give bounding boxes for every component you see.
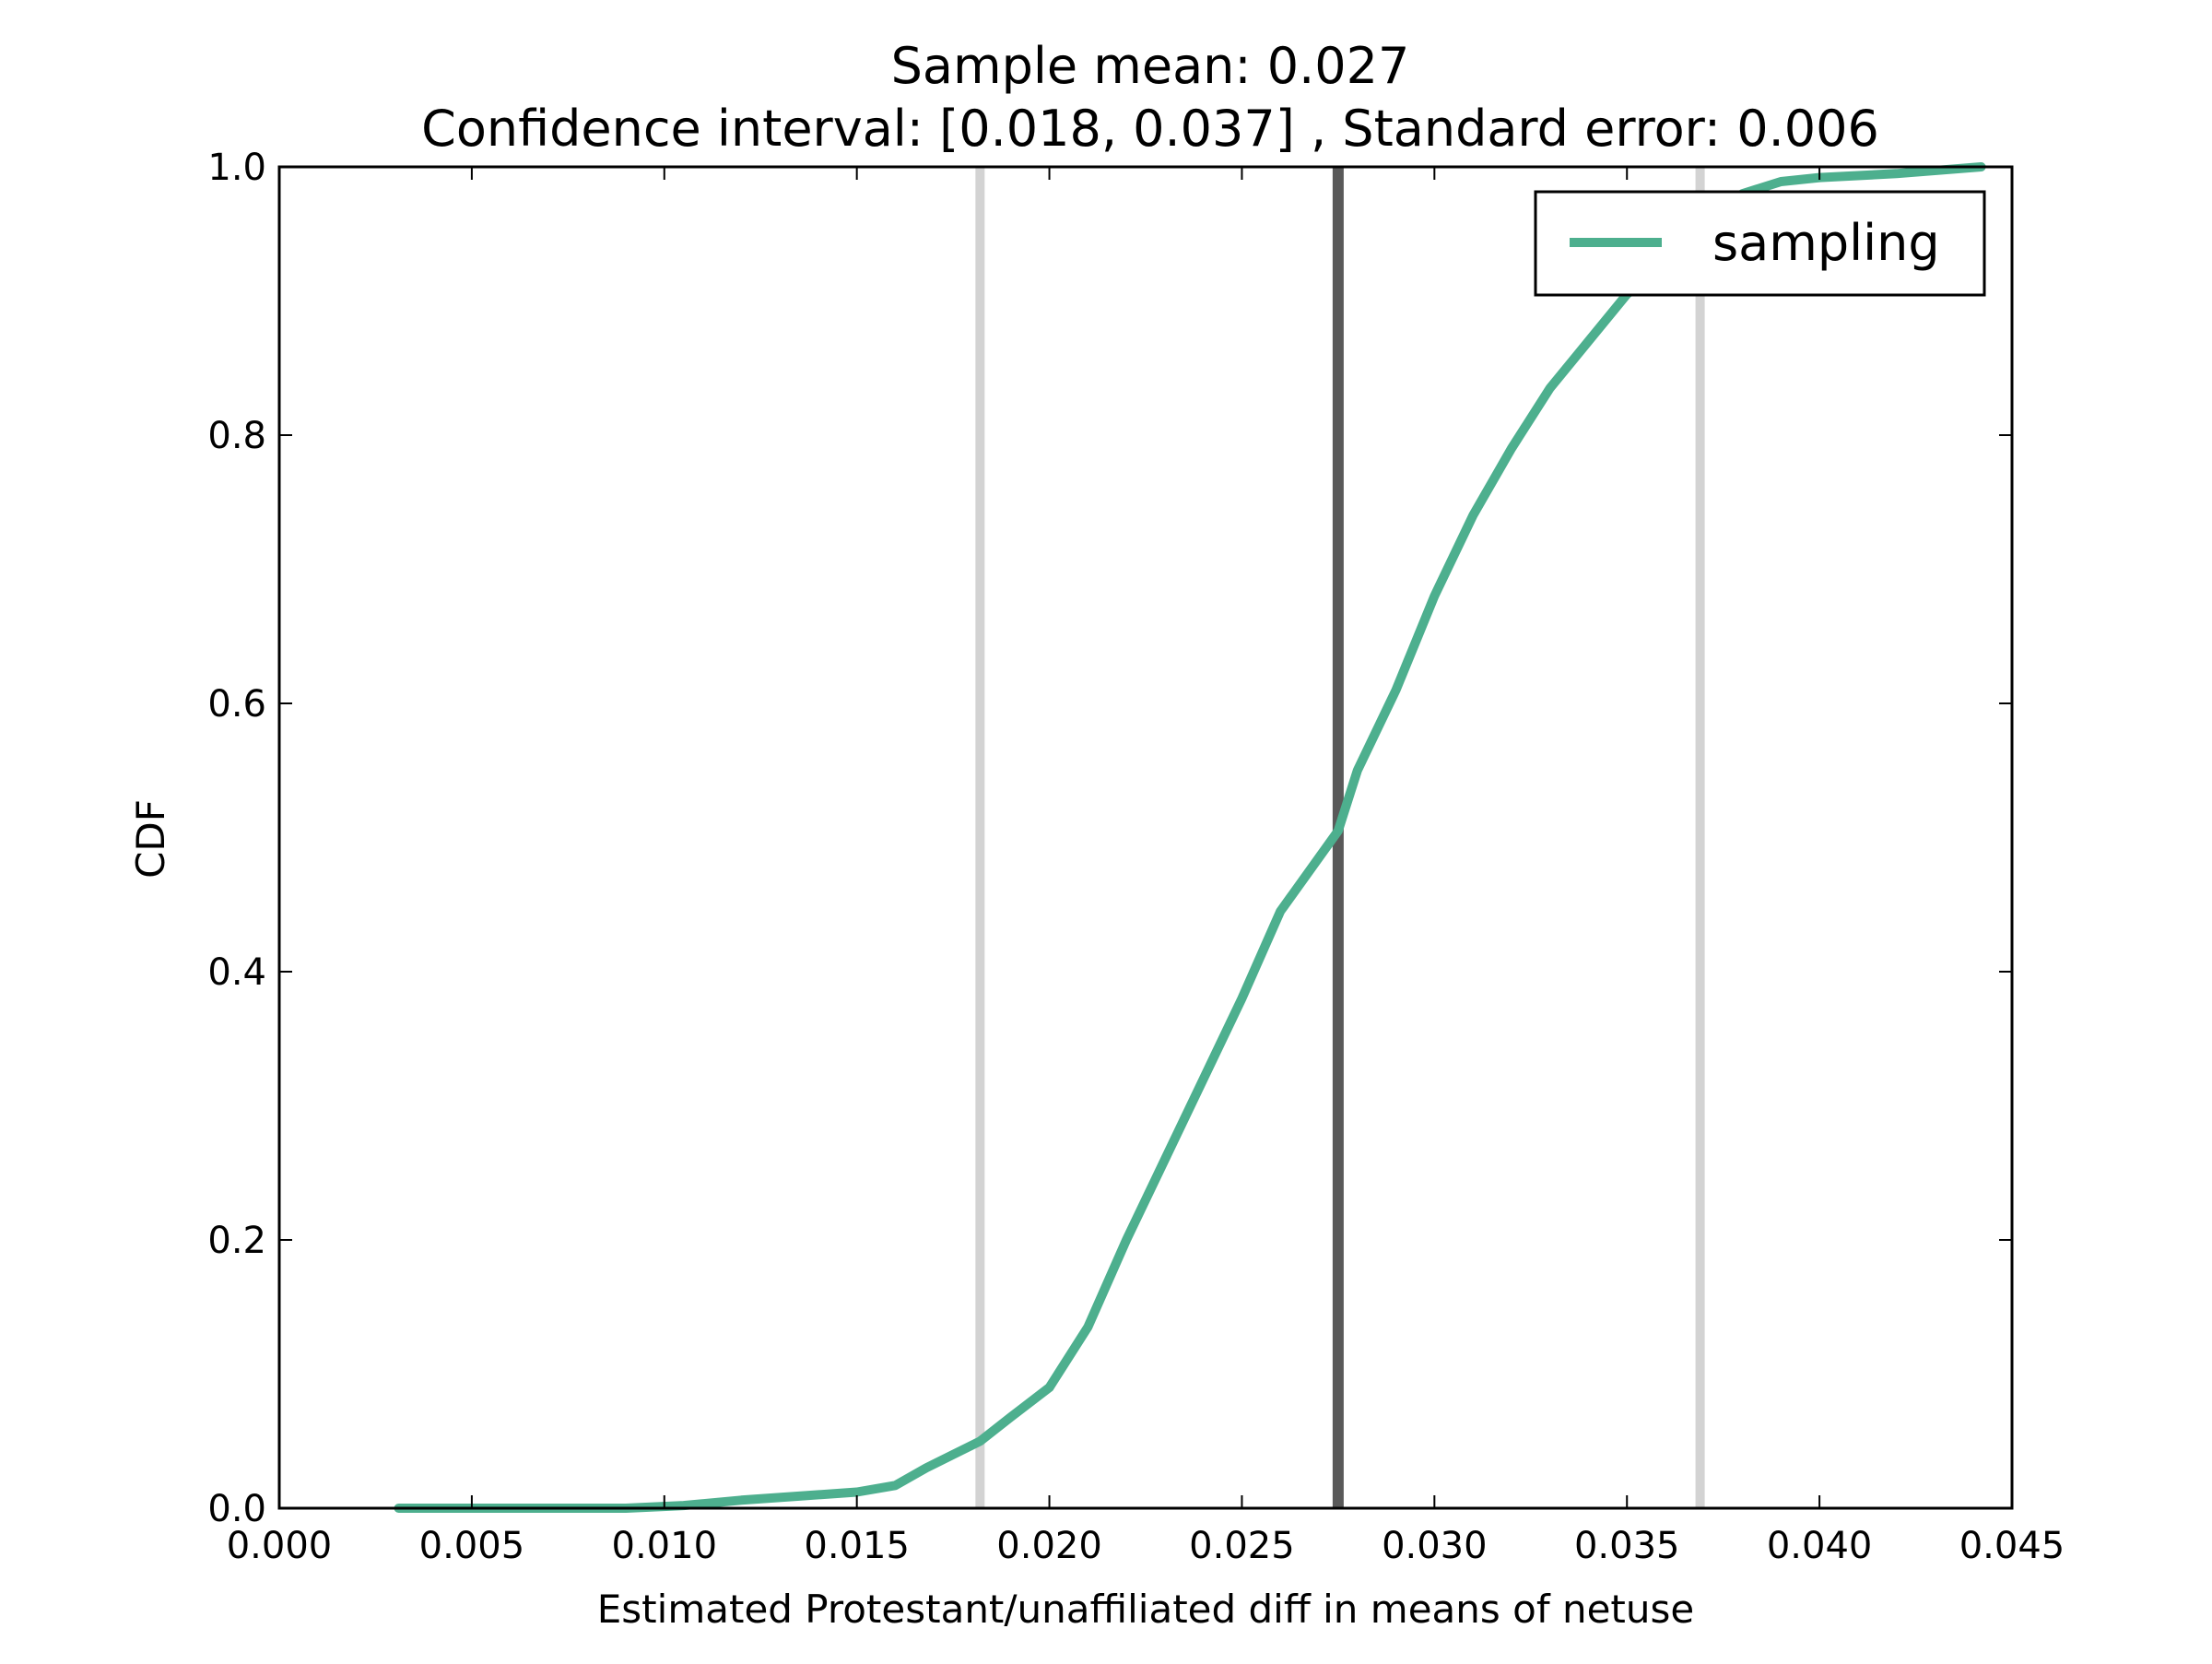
y-tick-label: 0.8 [207,415,266,457]
x-tick-label: 0.005 [419,1525,525,1567]
plot-frame [277,165,2014,1510]
x-tick-label: 0.010 [612,1525,718,1567]
y-tick-label: 0.6 [207,683,266,726]
series-layer [394,162,1986,1513]
x-tick-label: 0.025 [1189,1525,1295,1567]
x-tick-label: 0.015 [804,1525,910,1567]
x-tick-label: 0.000 [227,1525,333,1567]
legend: sampling [1534,190,1986,297]
x-axis-label: Estimated Protestant/unaffiliated diff i… [597,1587,1694,1632]
legend-label-sampling: sampling [1712,214,1940,272]
y-tick-label: 0.2 [207,1220,266,1262]
x-tick-label: 0.045 [1959,1525,2065,1567]
x-tick-label: 0.035 [1574,1525,1680,1567]
chart-subtitle: Confidence interval: [0.018, 0.037] , St… [421,100,1879,158]
axis-ticks: 0.000 0.005 0.010 0.015 0.020 0.025 0.030 0.035… [207,147,2065,1567]
chart-title: Sample mean: 0.027 [891,37,1410,95]
y-tick-label: 0.4 [207,951,266,994]
y-tick-label: 1.0 [207,147,266,189]
series-line-sampling [394,162,1986,1513]
y-tick-label: 0.0 [207,1488,266,1530]
y-axis-label: CDF [128,799,173,879]
x-tick-label: 0.040 [1767,1525,1873,1567]
reference-lines [975,167,1705,1508]
x-tick-label: 0.020 [996,1525,1102,1567]
x-tick-label: 0.030 [1382,1525,1488,1567]
